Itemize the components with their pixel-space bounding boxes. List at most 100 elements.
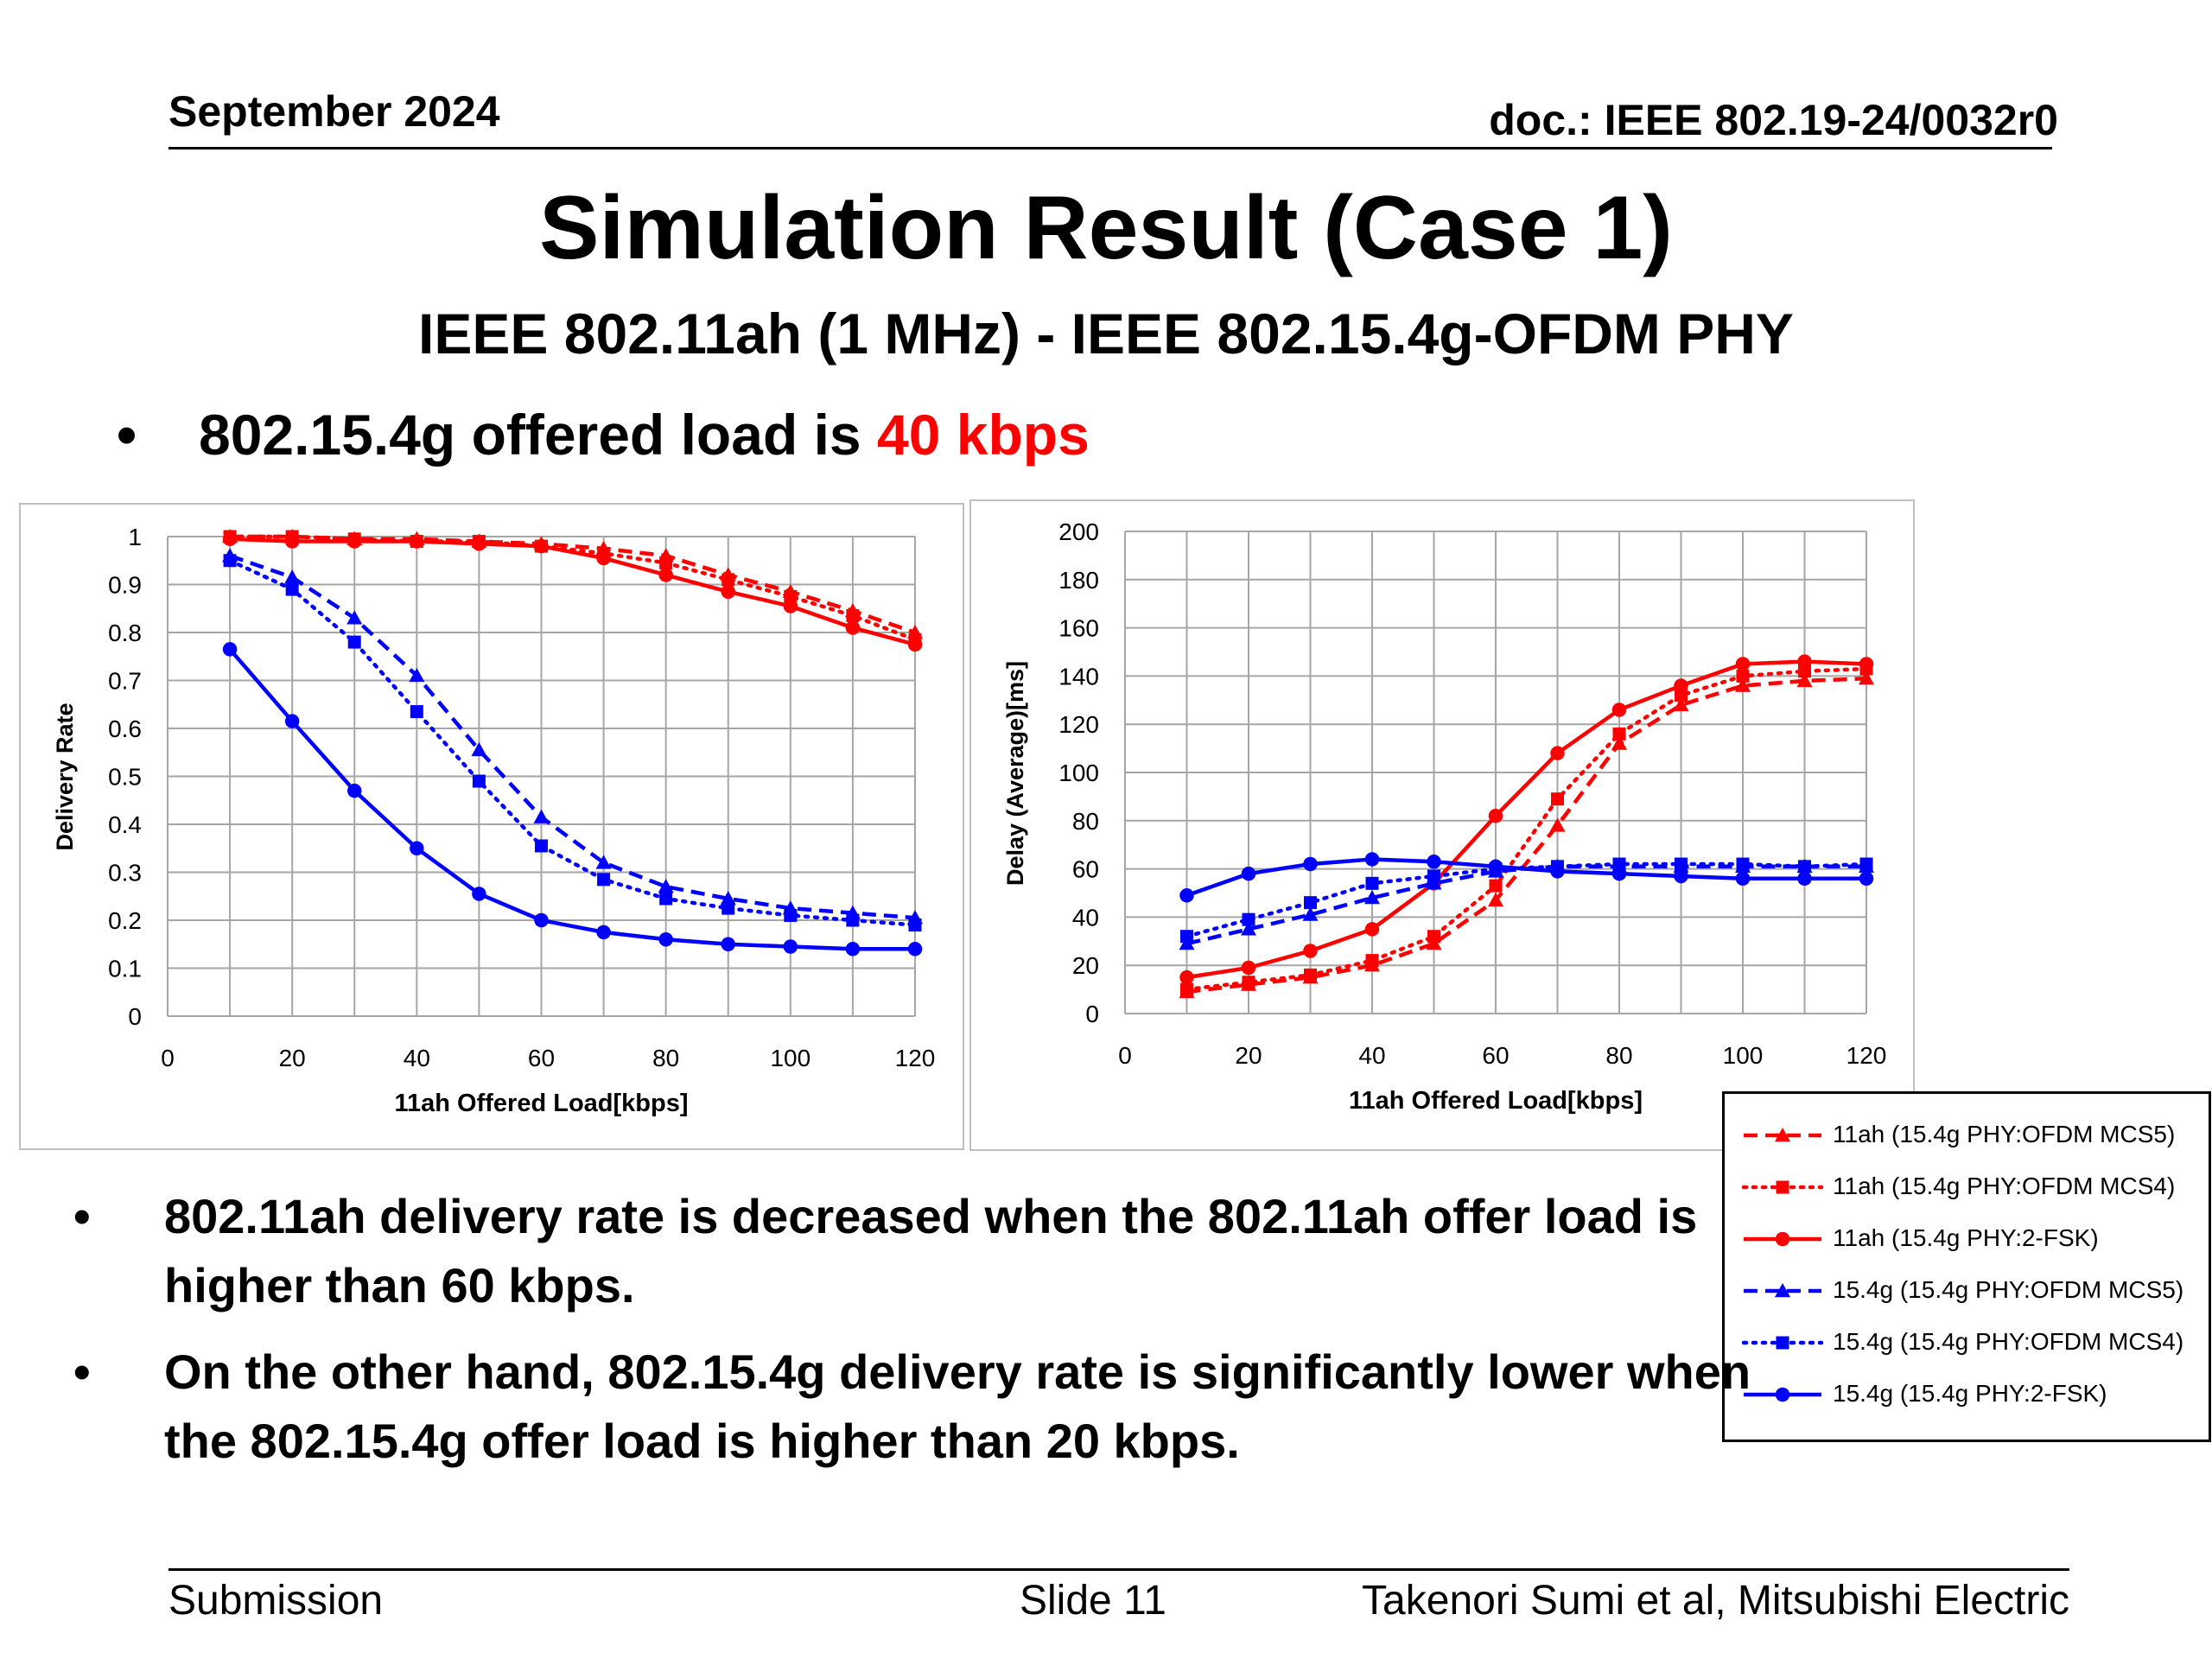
data-point [783,599,798,613]
x-tick-label: 120 [895,1045,936,1071]
data-point [1735,657,1751,671]
data-point [472,774,486,788]
bullet-dot: • [73,1344,91,1399]
data-point [1674,868,1688,884]
data-point [1365,876,1379,890]
legend-label: 15.4g (15.4g PHY:2-FSK) [1833,1380,2107,1407]
data-point [1675,857,1688,871]
data-point [1736,857,1750,871]
data-point [533,809,550,823]
data-point [1859,657,1874,671]
data-point [1797,871,1812,887]
data-point [720,891,736,906]
slide-title: Simulation Result (Case 1) [539,178,1673,278]
y-tick-label: 160 [1058,615,1099,642]
x-tick-label: 80 [1605,1042,1632,1069]
x-axis-label: 11ah Offered Load[kbps] [394,1090,688,1117]
data-point [1859,871,1874,887]
data-point [659,556,673,570]
data-point [1241,866,1256,881]
legend-label: 15.4g (15.4g PHY:OFDM MCS5) [1833,1276,2184,1303]
series-2 [1180,662,1873,996]
data-point [721,937,735,951]
data-point [658,568,673,582]
data-point [347,635,361,649]
x-tick-label: 60 [528,1045,555,1071]
offered-load-bullet: • 802.15.4g offered load is 40 kbps [117,402,1090,467]
data-point [659,892,673,906]
legend-swatch [1744,1387,1821,1402]
data-point [284,569,301,584]
y-tick-label: 0.9 [108,572,142,599]
footer-submission: Submission [168,1578,384,1624]
data-point [1798,860,1811,874]
series-line [227,558,918,927]
header-doc-number: doc.: IEEE 802.19-24/0032r0 [1489,96,2058,144]
bullet-text: On the other hand, 802.15.4g delivery ra… [164,1344,1751,1468]
data-point [1427,869,1440,883]
data-point [1364,852,1380,867]
data-point [908,918,922,932]
y-tick-label: 0 [1085,1001,1099,1027]
data-point [1364,890,1380,905]
y-tick-label: 40 [1072,904,1099,931]
x-axis-label: 11ah Offered Load[kbps] [1349,1087,1643,1115]
series-4 [222,548,923,925]
delay-chart-frame: 0 20 40 60 80 100 120 140 160 180 200 0 20 40 60 80 100 1… [969,499,1915,1151]
y-axis-label: Delivery Rate [52,702,78,850]
data-point [222,642,238,657]
legend-label: 11ah (15.4g PHY:OFDM MCS5) [1833,1121,2176,1147]
data-point [1304,968,1317,982]
data-point [223,554,237,568]
data-point [410,534,424,549]
y-tick-label: 0.2 [108,907,142,934]
legend-swatch [1744,1128,1821,1142]
series-line [1185,857,1866,898]
y-tick-label: 200 [1058,518,1099,545]
data-point [1427,930,1440,944]
legend-item: 11ah (15.4g PHY:OFDM MCS4) [1725,1170,2209,1205]
data-point [1242,976,1255,989]
data-point [1736,669,1750,683]
x-tick-label: 40 [404,1045,430,1071]
data-point [1242,912,1255,926]
data-point [471,741,487,757]
data-point [595,855,612,869]
data-point [1859,671,1874,685]
data-point [1303,856,1318,872]
data-point [347,783,362,798]
data-point [784,589,798,603]
legend-item: 15.4g (15.4g PHY:OFDM MCS5) [1725,1274,2209,1308]
y-tick-label: 0.3 [108,860,142,887]
data-point [1180,982,1193,996]
y-tick-label: 80 [1072,808,1099,835]
x-tick-label: 20 [1235,1042,1262,1069]
data-point [721,573,735,587]
data-point [658,879,674,893]
data-point [1611,702,1627,717]
slide-subtitle: IEEE 802.11ah (1 MHz) - IEEE 802.15.4g-O… [418,302,1794,365]
data-point [472,537,486,551]
delay-chart: 0 20 40 60 80 100 120 140 160 180 200 0 20 40 60 80 100 1… [1002,518,1886,1115]
x-tick-label: 40 [1358,1042,1385,1069]
data-point [1241,921,1256,936]
footer-slide-number: Slide 11 [1020,1578,1166,1624]
legend-swatch [1744,1283,1821,1298]
data-point [1550,746,1565,760]
data-point [721,584,735,600]
data-point [1302,906,1319,921]
y-tick-label: 0.6 [108,715,142,742]
series-4 [1179,858,1874,950]
y-tick-label: 100 [1058,760,1099,786]
x-tick-label: 100 [1723,1042,1764,1069]
y-tick-label: 0.7 [108,668,142,695]
data-point [1489,879,1503,893]
data-point [1427,854,1441,869]
data-point [907,637,923,652]
series-6 [222,642,923,957]
data-point [1365,954,1379,968]
data-point [845,620,861,635]
y-tick-label: 1 [128,524,142,550]
footer-rule [168,1568,2069,1571]
data-point [907,942,923,957]
